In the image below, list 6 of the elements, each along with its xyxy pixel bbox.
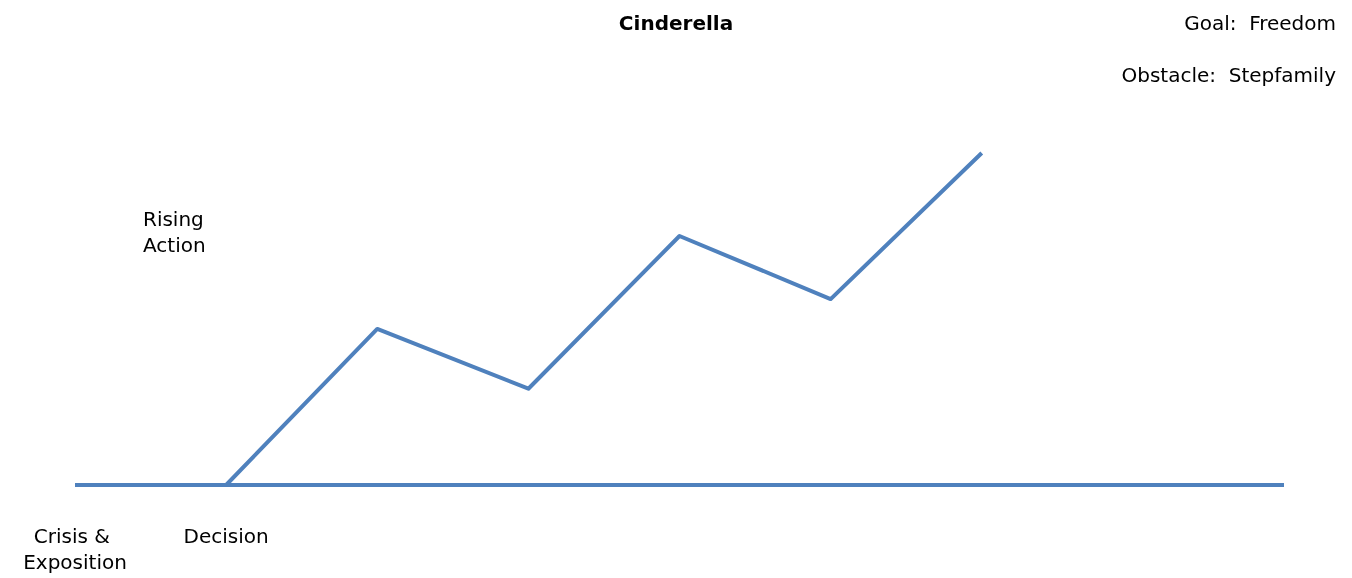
text: Goal: Freedom: [1184, 11, 1336, 35]
chart-title: Cinderella: [618, 11, 734, 35]
annotation: Rising Action: [143, 207, 211, 257]
text: Obstacle: Stepfamily: [1121, 63, 1337, 87]
x-tick-label: Decision: [183, 524, 269, 548]
x-tick-label: Crisis & Exposition: [23, 524, 127, 574]
